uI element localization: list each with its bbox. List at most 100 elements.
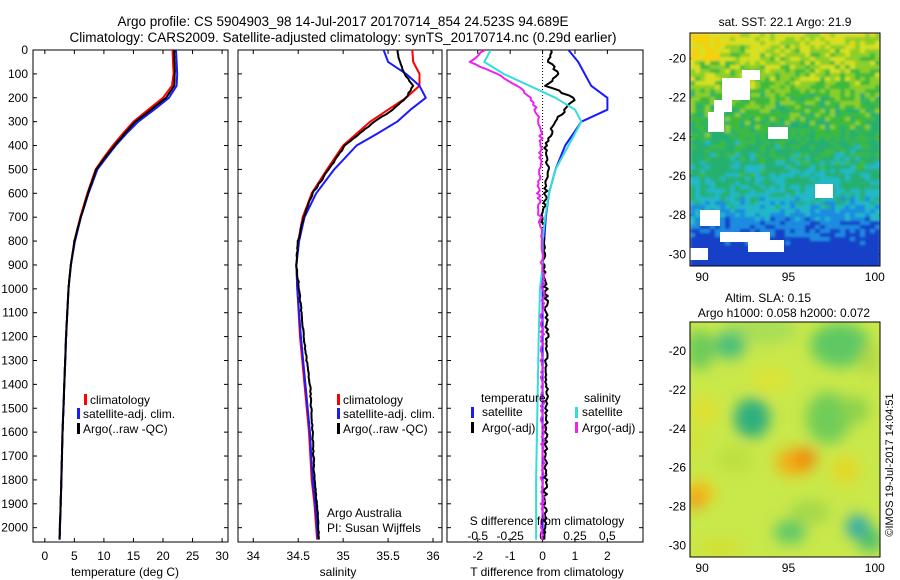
sst-cell (690, 37, 696, 42)
sst-cell (730, 45, 736, 50)
sst-cell (755, 65, 761, 70)
sst-cell (810, 69, 816, 74)
sst-cell (795, 97, 801, 102)
sst-cell (790, 177, 796, 182)
sst-cell (745, 149, 751, 154)
sst-cell (830, 61, 836, 66)
sst-cell (705, 73, 711, 78)
sst-cell (805, 249, 811, 254)
sst-cell (695, 49, 701, 54)
sst-cell (845, 41, 851, 46)
sst-cell (765, 153, 771, 158)
sst-cell (865, 245, 871, 250)
sst-cell (760, 181, 766, 186)
sst-cell (840, 237, 846, 242)
sst-cell (845, 165, 851, 170)
sst-cell (750, 185, 756, 190)
sst-cell (750, 45, 756, 50)
sst-cell (845, 189, 851, 194)
sst-cell (850, 253, 856, 258)
sst-cell (785, 249, 791, 254)
sst-cell (815, 257, 821, 262)
sst-cell (825, 113, 831, 118)
sst-cell (720, 57, 726, 62)
sst-cell (820, 257, 826, 262)
sst-cell (790, 129, 796, 134)
sst-cell (750, 173, 756, 178)
sst-cell (800, 169, 806, 174)
sst-cell (765, 61, 771, 66)
sst-cell (785, 61, 791, 66)
sst-cell (845, 233, 851, 238)
sla-anomaly-patch (810, 323, 870, 367)
sst-cell (825, 69, 831, 74)
sst-cell (785, 81, 791, 86)
sst-cell (815, 77, 821, 82)
sst-cell (755, 97, 761, 102)
sst-cell (835, 121, 841, 126)
sst-cell (755, 157, 761, 162)
sst-cell (700, 233, 706, 238)
sst-cell (830, 105, 836, 110)
sst-cell (815, 117, 821, 122)
sst-cell (760, 89, 766, 94)
sst-cell (770, 217, 776, 222)
sst-cell (755, 117, 761, 122)
sst-cell (795, 157, 801, 162)
sst-cell (820, 81, 826, 86)
sst-cell (845, 181, 851, 186)
sst-cell (860, 53, 866, 58)
sst-cell (740, 201, 746, 206)
sst-cell (750, 125, 756, 130)
sst-cell (710, 61, 716, 66)
sst-cell (760, 45, 766, 50)
sst-cell (805, 205, 811, 210)
sst-cell (770, 201, 776, 206)
sst-cell (810, 217, 816, 222)
sst-cell (855, 77, 861, 82)
sst-cell (850, 233, 856, 238)
sst-cell (710, 165, 716, 170)
sst-cell (795, 73, 801, 78)
sst-cell (750, 257, 756, 262)
sst-cell (805, 117, 811, 122)
sst-cell (700, 205, 706, 210)
sst-cell (740, 149, 746, 154)
sst-cell (710, 241, 716, 246)
sst-cell (790, 89, 796, 94)
sst-cell (840, 49, 846, 54)
sst-cell (870, 89, 876, 94)
sst-cell (785, 189, 791, 194)
sst-cell (815, 65, 821, 70)
sst-cell (770, 137, 776, 142)
sst-cell (870, 169, 876, 174)
sst-cell (735, 33, 741, 38)
sst-cell (865, 101, 871, 106)
sst-cell (855, 261, 861, 266)
x-tick-label: 36 (426, 549, 440, 563)
sst-cell (765, 81, 771, 86)
sst-cell (790, 201, 796, 206)
sst-cell (750, 181, 756, 186)
sla-y-tick-label: -28 (669, 500, 687, 514)
sst-cell (815, 221, 821, 226)
sst-cell (710, 249, 716, 254)
sst-cell (840, 121, 846, 126)
sst-cell (720, 189, 726, 194)
legend-swatch-satellite-temperature (471, 407, 474, 418)
sst-cell (735, 61, 741, 66)
sst-cell (705, 161, 711, 166)
sst-cell (775, 153, 781, 158)
sst-cell (810, 57, 816, 62)
sst-cell (705, 233, 711, 238)
sst-cell (755, 229, 761, 234)
sst-cell (865, 209, 871, 214)
sst-cell (785, 181, 791, 186)
s-tick-label: -0.5 (467, 529, 488, 543)
sst-cell (830, 233, 836, 238)
sst-cell (740, 253, 746, 258)
sst-cell (730, 229, 736, 234)
sst-cell (770, 193, 776, 198)
sst-cell (775, 217, 781, 222)
sst-cell (810, 61, 816, 66)
